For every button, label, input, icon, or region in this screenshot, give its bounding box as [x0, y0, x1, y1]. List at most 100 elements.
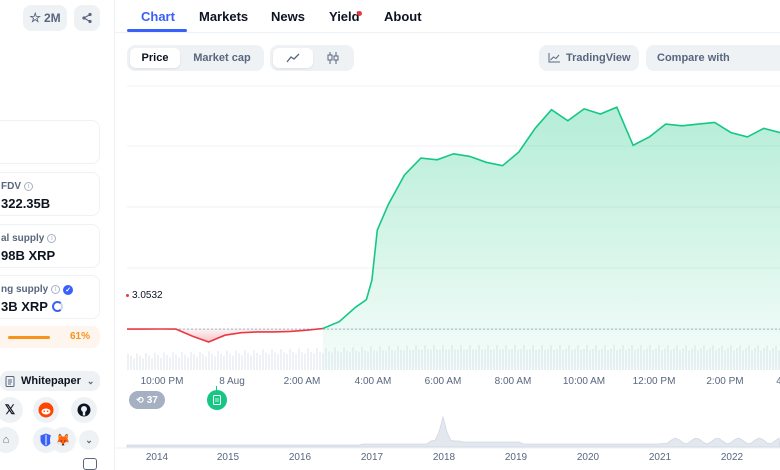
volume-bar [214, 356, 216, 370]
volume-bar [208, 351, 210, 370]
reference-price-label: 3.0532 [132, 290, 163, 301]
year-label: 2014 [145, 452, 169, 463]
volume-bar [301, 351, 303, 370]
info-icon[interactable]: i [51, 285, 61, 294]
candlestick-option[interactable] [314, 48, 351, 68]
volume-bar [283, 352, 285, 370]
volume-bar [226, 350, 228, 370]
reddit-link[interactable] [33, 397, 59, 423]
year-label: 2020 [576, 452, 600, 463]
year-label: 2019 [504, 452, 528, 463]
tab-markets[interactable]: Markets [199, 9, 249, 24]
whitepaper-label: Whitepaper [21, 375, 81, 387]
year-label: 2022 [720, 452, 744, 463]
volume-bar [265, 352, 267, 370]
document-icon [213, 395, 221, 405]
tab-news[interactable]: News [271, 9, 305, 24]
overview-area [126, 415, 780, 448]
x-tick-label: 8:00 AM [494, 376, 532, 387]
volume-bar [220, 353, 222, 370]
year-label: 2021 [648, 452, 672, 463]
notification-dot [357, 11, 362, 16]
year-label: 2015 [216, 452, 240, 463]
x-tick-label: 6:00 AM [424, 376, 462, 387]
volume-bar [286, 353, 288, 370]
volume-bar [304, 353, 306, 370]
tab-yield[interactable]: Yield [329, 9, 360, 24]
volume-bar [187, 356, 189, 370]
volume-bar [166, 354, 168, 370]
circulating-supply-value: 3B XRP [1, 299, 48, 314]
tab-chart[interactable]: Chart [141, 9, 175, 24]
tradingview-icon [548, 53, 560, 63]
volume-bar [199, 351, 201, 370]
volume-bar [316, 348, 318, 370]
volume-bar [190, 351, 192, 370]
supply-progress-card: 61% [0, 326, 100, 348]
year-label: 2016 [288, 452, 312, 463]
volume-bar [217, 350, 219, 370]
supply-progress-label: 61% [69, 331, 90, 342]
market-cap-option[interactable]: Market cap [193, 52, 251, 64]
fdv-label: FDV [1, 181, 21, 192]
info-icon[interactable]: i [47, 234, 57, 243]
x-tick-label: 10:00 AM [562, 376, 606, 387]
supply-progress-bar [8, 336, 50, 339]
volume-bar [205, 356, 207, 370]
price-marketcap-toggle: Price Market cap [127, 45, 264, 71]
audit-link[interactable]: ⌂ [0, 427, 19, 453]
volume-bar [154, 352, 156, 370]
progress-ring-icon [51, 301, 63, 312]
volume-bar [262, 349, 264, 370]
x-twitter-link[interactable]: 𝕏 [0, 397, 23, 423]
chart-type-toggle [270, 45, 354, 71]
volume-bar [259, 354, 261, 370]
volume-bar [319, 351, 321, 370]
news-marker[interactable] [207, 390, 227, 410]
events-count: 37 [146, 394, 158, 406]
x-tick-label: 10:00 PM [140, 376, 184, 387]
overview-chart[interactable] [115, 415, 780, 449]
circulating-supply-card: ng supply i ✓ 3B XRP [0, 275, 100, 319]
share-icon [82, 12, 92, 24]
fdv-value: 322.35B [1, 196, 51, 211]
volume-bar [133, 358, 135, 370]
volume-bar [151, 358, 153, 370]
tab-about[interactable]: About [384, 9, 422, 24]
whitepaper-button[interactable]: Whitepaper ⌄ [0, 371, 100, 391]
more-links-button[interactable]: ⌄ [79, 430, 99, 450]
metamask-fox-icon: 🦊 [55, 433, 71, 447]
info-icon[interactable]: i [24, 182, 33, 191]
x-tick-label: 2:00 AM [283, 376, 321, 387]
volume-bar [169, 357, 171, 370]
price-option[interactable]: Price [130, 48, 180, 68]
line-chart-option[interactable] [273, 48, 313, 68]
volume-bar [280, 349, 282, 370]
year-label: 2017 [360, 452, 384, 463]
share-button[interactable] [74, 5, 100, 31]
watchlist-count: 2M [43, 11, 61, 25]
events-badge[interactable]: ⟲ 37 [129, 391, 165, 409]
volume-bar [295, 353, 297, 370]
volume-bar [196, 356, 198, 370]
tradingview-button[interactable]: TradingView [539, 45, 639, 71]
github-link[interactable] [71, 397, 97, 423]
compare-with-label: Compare with [657, 52, 730, 64]
volume-bar [235, 350, 237, 370]
volume-bar [172, 352, 174, 370]
total-supply-value: 98B XRP [1, 248, 56, 263]
x-icon: 𝕏 [4, 402, 16, 417]
panel-divider [114, 0, 115, 470]
tab-active-underline [127, 29, 187, 32]
total-supply-card: al supply i 98B XRP [0, 224, 100, 268]
history-icon: ⟲ [136, 394, 144, 405]
volume-bar [202, 354, 204, 370]
volume-bar [256, 352, 258, 370]
star-icon: ☆ [29, 10, 41, 25]
candlestick-icon [327, 52, 338, 64]
empty-stat-card [0, 120, 100, 164]
watchlist-button[interactable]: ☆ 2M [23, 5, 67, 31]
compare-with-select[interactable]: Compare with [646, 45, 780, 71]
metamask-link[interactable]: 🦊 [50, 427, 76, 453]
